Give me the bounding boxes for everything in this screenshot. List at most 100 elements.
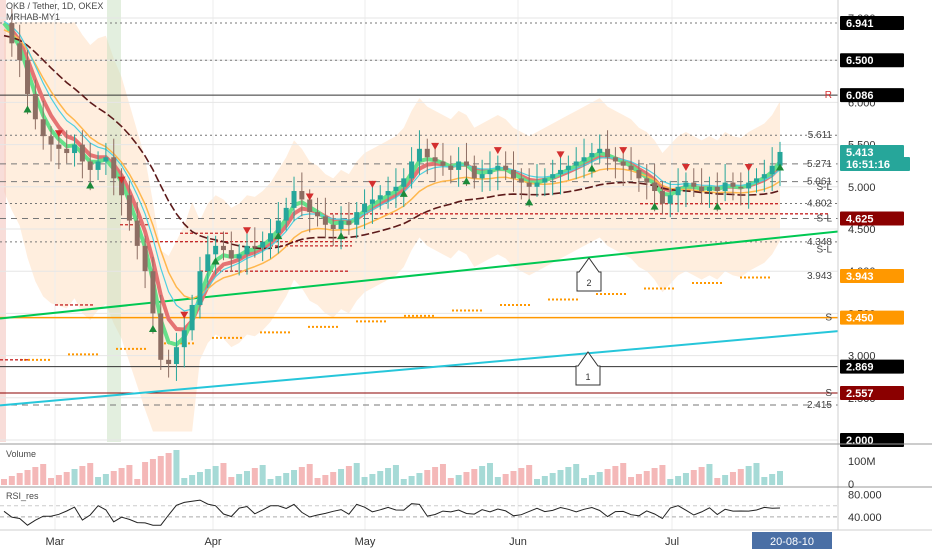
level-label-2: 5.271 bbox=[807, 159, 832, 170]
candle-body-46 bbox=[362, 203, 368, 213]
volume-bar-20 bbox=[157, 456, 164, 485]
volume-bar-37 bbox=[291, 470, 298, 485]
rsi-line bbox=[3, 499, 781, 526]
volume-bar-76 bbox=[596, 472, 603, 485]
highlight-band bbox=[107, 0, 121, 442]
buy-marker-75 bbox=[587, 164, 596, 172]
candle-body-36 bbox=[283, 207, 289, 221]
volume-bar-35 bbox=[275, 476, 282, 485]
candle-body-16 bbox=[126, 195, 132, 221]
volume-bar-18 bbox=[142, 462, 149, 485]
candle-body-89 bbox=[699, 186, 705, 192]
ma-fast-green bbox=[2, 21, 782, 347]
price-badge-bg-8 bbox=[840, 359, 904, 374]
candle-body-28 bbox=[220, 245, 226, 251]
candle-body-13 bbox=[103, 157, 109, 162]
volume-bar-3 bbox=[24, 470, 31, 485]
volume-bar-9 bbox=[71, 469, 78, 485]
candle-body-76 bbox=[597, 148, 603, 154]
buy-marker-19 bbox=[148, 324, 157, 332]
volume-bar-8 bbox=[63, 472, 70, 485]
rsi-pane-label: RSI_res bbox=[6, 491, 39, 501]
volume-bar-95 bbox=[745, 466, 752, 485]
candle-body-23 bbox=[181, 330, 187, 348]
level-label-7: 4.348 bbox=[807, 237, 832, 248]
candle-body-59 bbox=[463, 161, 469, 166]
volume-bar-22 bbox=[173, 450, 180, 485]
level-label-9: 3.943 bbox=[807, 271, 832, 282]
candle-body-27 bbox=[213, 245, 219, 255]
volume-bar-66 bbox=[518, 468, 525, 485]
volume-bar-88 bbox=[690, 470, 697, 485]
candle-body-33 bbox=[260, 241, 266, 248]
volume-tick-1: 0 bbox=[848, 479, 854, 491]
volume-bar-60 bbox=[471, 469, 478, 485]
candle-body-68 bbox=[534, 182, 540, 187]
price-badge-8: 2.869 bbox=[846, 362, 874, 374]
volume-bar-82 bbox=[643, 471, 650, 485]
buy-marker-11 bbox=[86, 181, 95, 189]
candle-body-88 bbox=[691, 182, 697, 187]
candle-body-92 bbox=[722, 182, 728, 192]
price-badge-bg-2 bbox=[840, 88, 904, 103]
volume-bar-33 bbox=[259, 465, 266, 485]
volume-bar-36 bbox=[283, 473, 290, 485]
sell-marker-7 bbox=[54, 130, 63, 138]
price-badge-bg-7 bbox=[840, 310, 904, 325]
volume-bar-96 bbox=[753, 463, 760, 485]
volume-bar-5 bbox=[40, 464, 47, 485]
candle-body-73 bbox=[573, 161, 579, 166]
candle-body-84 bbox=[659, 191, 665, 204]
volume-bar-17 bbox=[134, 479, 141, 485]
volume-bar-41 bbox=[322, 475, 329, 485]
volume-bar-49 bbox=[385, 468, 392, 485]
volume-bar-43 bbox=[338, 469, 345, 485]
volume-bar-7 bbox=[55, 475, 62, 485]
volume-bar-89 bbox=[698, 467, 705, 485]
candle-body-8 bbox=[64, 148, 70, 154]
candle-body-7 bbox=[56, 144, 62, 149]
sell-marker-23 bbox=[180, 311, 189, 319]
trendline-2-callout-text: 2 bbox=[586, 278, 591, 288]
candle-body-26 bbox=[205, 254, 211, 272]
price-badge-bg-0 bbox=[840, 15, 904, 30]
volume-bar-1 bbox=[8, 476, 15, 485]
volume-bar-67 bbox=[526, 465, 533, 485]
rsi-tick-0: 80.000 bbox=[848, 490, 882, 502]
time-label-Mar: Mar bbox=[46, 536, 65, 548]
candle-body-32 bbox=[252, 245, 258, 248]
price-badge-bg-3 bbox=[840, 144, 904, 159]
volume-bar-70 bbox=[549, 473, 556, 485]
candle-body-12 bbox=[95, 161, 101, 170]
level-label-12: 2.415 bbox=[807, 400, 832, 411]
candle-body-10 bbox=[79, 144, 85, 162]
candle-body-70 bbox=[550, 174, 556, 179]
volume-bar-78 bbox=[612, 466, 619, 485]
volume-bar-90 bbox=[706, 464, 713, 485]
trendline-1-callout: 1 bbox=[575, 351, 601, 386]
volume-bar-61 bbox=[479, 466, 486, 485]
time-label-May: May bbox=[355, 536, 376, 548]
volume-bar-98 bbox=[769, 474, 776, 485]
price-badge-1: 6.500 bbox=[846, 55, 874, 67]
candle-body-90 bbox=[706, 186, 712, 192]
highlight-band-left bbox=[0, 0, 6, 442]
volume-bar-34 bbox=[267, 479, 274, 485]
candle-body-96 bbox=[753, 178, 759, 183]
candle-body-42 bbox=[330, 224, 336, 229]
volume-bar-42 bbox=[330, 472, 337, 485]
volume-bar-56 bbox=[439, 464, 446, 485]
candle-body-71 bbox=[558, 169, 564, 175]
candle-body-39 bbox=[307, 199, 313, 213]
volume-bar-45 bbox=[353, 463, 360, 485]
symbol-title: OKB / Tether, 1D, OKEX bbox=[6, 1, 104, 11]
sell-marker-39 bbox=[305, 193, 314, 201]
candle-body-60 bbox=[471, 165, 477, 179]
volume-bar-91 bbox=[714, 478, 721, 485]
volume-bar-21 bbox=[165, 453, 172, 485]
candle-body-52 bbox=[409, 161, 415, 179]
candle-body-94 bbox=[738, 186, 744, 189]
candle-body-54 bbox=[424, 148, 430, 158]
volume-bar-2 bbox=[16, 473, 23, 485]
